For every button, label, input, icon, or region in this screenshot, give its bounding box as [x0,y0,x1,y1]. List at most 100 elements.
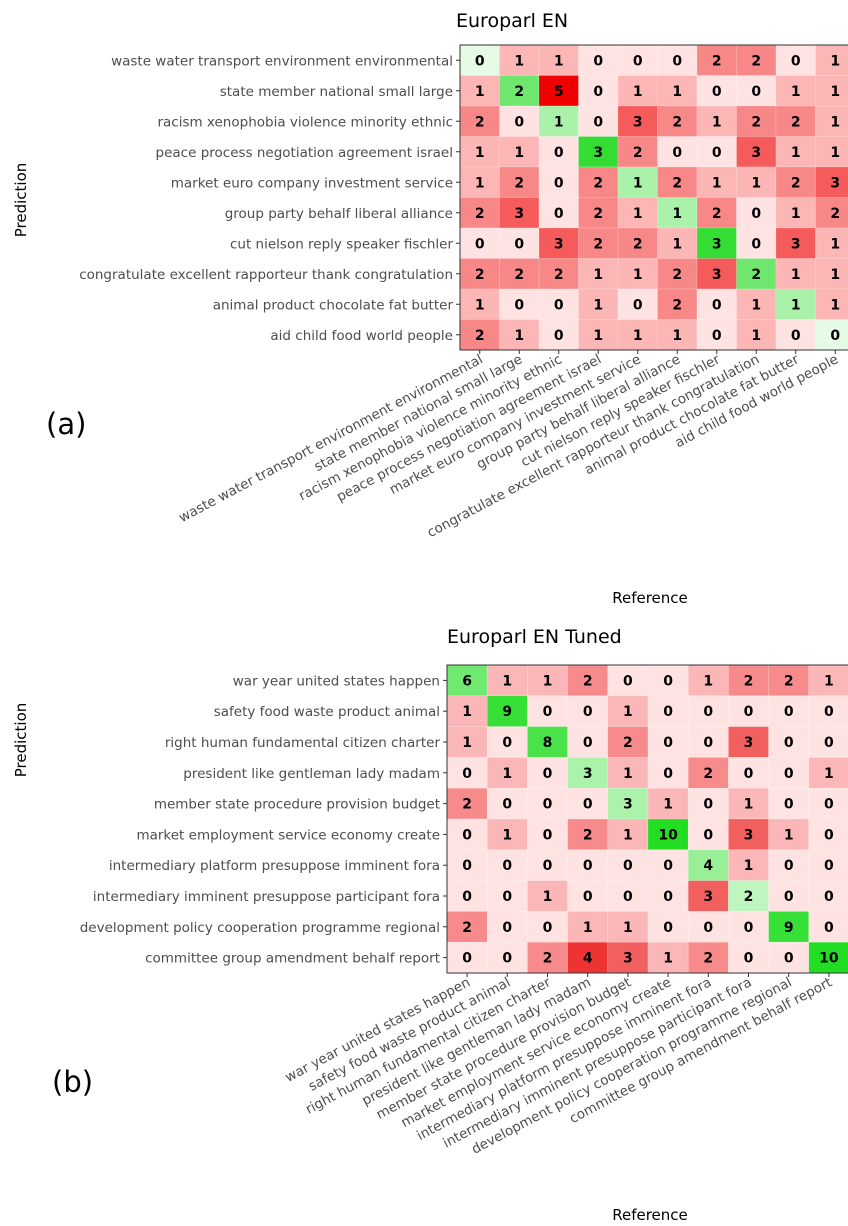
cell-value-label: 1 [791,297,801,313]
cell-value-label: 2 [475,114,485,130]
heatmap-cell [657,197,698,229]
heatmap-cell [768,695,810,727]
cell-value-label: 2 [672,175,682,191]
heatmap-cell [815,44,848,76]
cell-value-label: 1 [583,920,593,936]
heatmap-cell [607,880,649,912]
cell-value-label: 0 [672,145,682,161]
heatmap-cell [459,75,500,107]
cell-value-label: 3 [623,797,633,813]
heatmap-cell [647,941,689,974]
cell-value-label: 1 [633,206,643,222]
cell-value-label: 1 [554,114,564,130]
heatmap-cell [808,941,848,974]
cell-value-label: 1 [830,145,840,161]
cell-value-label: 1 [663,797,673,813]
heatmap-cell [486,818,528,851]
heatmap-cell [567,664,609,697]
cell-value-label: 0 [784,735,794,751]
cell-value-label: 2 [475,328,485,344]
cell-value-label: 0 [663,920,673,936]
cell-value-label: 0 [502,735,512,751]
heatmap-cell [808,911,848,943]
cell-value-label: 1 [633,267,643,283]
cell-value-label: 0 [824,858,834,874]
heatmap-cell [687,664,729,697]
heatmap-cell [657,288,698,320]
cell-value-label: 2 [583,673,593,689]
cell-value-label: 1 [543,673,553,689]
cell-value-label: 3 [791,236,801,252]
heatmap-cell [808,726,848,758]
cell-value-label: 1 [502,827,512,843]
heatmap-cell [446,818,488,851]
heatmap-cell [527,911,568,943]
cell-value-label: 0 [583,858,593,874]
heatmap-cell [768,664,810,697]
heatmap-cell [538,227,579,259]
heatmap-cell [446,849,488,881]
cell-value-label: 1 [633,175,643,191]
cell-value-label: 1 [672,328,682,344]
y-tick-label: racism xenophobia violence minority ethn… [157,114,453,130]
heatmap-cell [567,787,609,820]
cell-value-label: 2 [784,673,794,689]
heatmap-cell [808,818,848,851]
cell-value-label: 2 [633,236,643,252]
cell-value-label: 3 [751,145,761,161]
heatmap-cell [687,695,729,727]
y-tick-label: intermediary imminent presuppose partici… [93,889,440,905]
heatmap-cell [446,726,488,758]
cell-value-label: 0 [784,889,794,905]
cell-value-label: 0 [751,84,761,100]
heatmap-cell [459,319,500,351]
cell-value-label: 0 [554,297,564,313]
cell-value-label: 0 [502,797,512,813]
heatmap-cell [696,166,737,198]
heatmap-cell [647,911,689,943]
cell-value-label: 2 [633,145,643,161]
heatmap-cell [815,227,848,259]
heatmap-cell [499,227,540,259]
cell-value-label: 0 [663,858,673,874]
cell-value-label: 0 [744,920,754,936]
heatmap-cell [736,166,777,198]
heatmap-cell [687,818,729,851]
cell-value-label: 1 [554,53,564,69]
heatmap-cell [578,166,619,198]
cell-value-label: 0 [663,704,673,720]
heatmap-cell [499,44,540,76]
cell-value-label: 2 [751,267,761,283]
heatmap-cell [459,227,500,259]
panel-a-y-axis-title: Prediction [12,163,30,238]
panel-a-label: (a) [46,407,86,441]
y-tick-label: state member national small large [220,84,453,100]
cell-value-label: 2 [703,766,713,782]
heatmap-cell [607,695,649,727]
cell-value-label: 3 [554,236,564,252]
heatmap-cell [486,757,528,789]
heatmap-cell [567,911,609,943]
cell-value-label: 2 [514,175,524,191]
cell-value-label: 0 [475,53,485,69]
cell-value-label: 1 [824,673,834,689]
heatmap-cell [578,44,619,76]
y-tick-label: peace process negotiation agreement isra… [156,145,453,161]
heatmap-cell [657,136,698,168]
heatmap-cell [808,664,848,697]
heatmap-cell [567,695,609,727]
heatmap-cell [567,757,609,789]
heatmap-cell [808,880,848,912]
heatmap-cell [527,880,568,912]
heatmap-cell [687,726,729,758]
cell-value-label: 0 [502,920,512,936]
cell-value-label: 3 [744,827,754,843]
cell-value-label: 0 [830,328,840,344]
heatmap-cell [736,319,777,351]
cell-value-label: 1 [623,766,633,782]
cell-value-label: 0 [583,889,593,905]
cell-value-label: 0 [554,206,564,222]
y-tick-label: right human fundamental citizen charter [165,735,441,751]
cell-value-label: 2 [712,206,722,222]
cell-value-label: 0 [784,858,794,874]
